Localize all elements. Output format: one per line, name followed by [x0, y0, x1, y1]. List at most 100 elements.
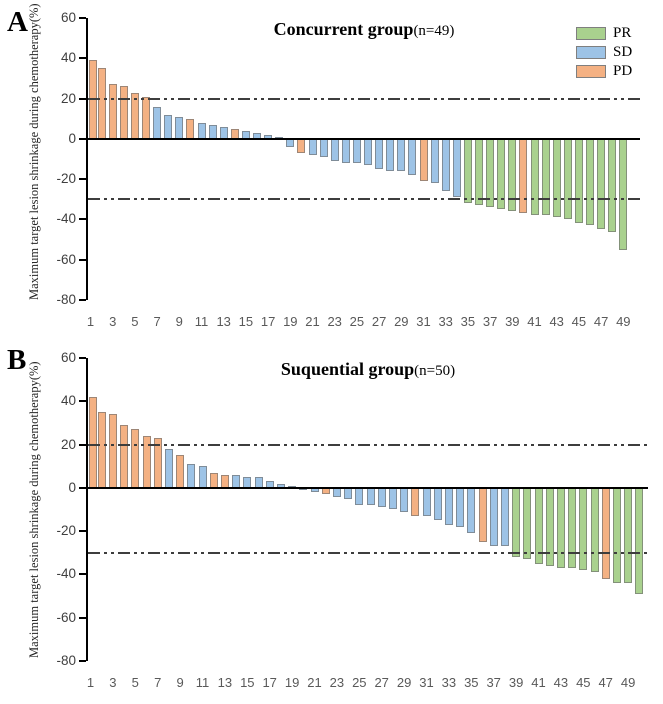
- bar-21-SD: [308, 138, 317, 155]
- bar-46-PR: [590, 487, 599, 573]
- bar-29-SD: [400, 487, 409, 512]
- x-axis-tick-label: 47: [598, 675, 613, 690]
- y-axis-tick: [79, 218, 86, 221]
- bar-12-PD: [209, 472, 218, 488]
- y-axis-tick: [79, 616, 86, 619]
- bar-46-PR: [586, 138, 594, 226]
- legend-swatch-pr: [576, 27, 606, 40]
- legend: PR SD PD: [576, 24, 632, 81]
- bar-22-SD: [319, 138, 328, 157]
- chart-title-concurrent: Concurrent group(n=49): [88, 19, 640, 40]
- bar-7-SD: [153, 106, 162, 139]
- bar-36-PR: [475, 138, 483, 206]
- zero-axis-line: [88, 486, 648, 489]
- bar-40-PR: [523, 487, 532, 560]
- x-axis-tick-label: 17: [262, 675, 277, 690]
- y-axis-tick: [79, 357, 86, 359]
- x-axis-tick-label: 49: [616, 314, 631, 329]
- bar-2-PD: [97, 412, 106, 488]
- bar-50-PR: [635, 487, 644, 594]
- bar-5-PD: [131, 429, 140, 488]
- bar-4-PD: [119, 86, 128, 139]
- x-axis-tick-label: 13: [217, 675, 233, 690]
- y-axis-tick-label: -60: [56, 251, 76, 267]
- x-axis-tick-label: 5: [131, 314, 139, 329]
- x-axis-tick-label: 23: [327, 314, 342, 329]
- x-axis-tick-label: 17: [260, 314, 276, 329]
- bar-39-PR: [512, 487, 521, 558]
- y-axis-tick-label: -20: [56, 171, 76, 187]
- bar-49-PR: [619, 138, 628, 250]
- bar-47-PR: [597, 138, 606, 230]
- y-axis-label-b: Maximum target lesion shrinkage during c…: [27, 361, 41, 658]
- bar-37-PR: [486, 138, 495, 208]
- bar-28-SD: [386, 138, 395, 172]
- bar-3-PD: [108, 414, 117, 488]
- x-axis-tick-label: 25: [352, 675, 367, 690]
- y-axis-tick: [79, 17, 86, 19]
- bar-33-SD: [441, 138, 450, 192]
- y-axis-tick: [79, 97, 86, 100]
- x-axis-tick-label: 33: [441, 675, 457, 690]
- bar-4-PD: [120, 425, 129, 488]
- bar-37-SD: [489, 487, 498, 547]
- legend-label-sd: SD: [613, 44, 633, 60]
- y-axis-tick-label: -80: [56, 653, 76, 668]
- bar-29-SD: [397, 138, 406, 172]
- y-axis-tick-label: -40: [56, 566, 76, 582]
- legend-label-pd: PD: [613, 63, 633, 79]
- bar-2-PD: [97, 68, 106, 139]
- bar-35-SD: [467, 487, 476, 534]
- x-axis-tick-label: 21: [305, 314, 320, 329]
- panel-b-letter: B: [7, 344, 27, 376]
- bar-43-PR: [552, 138, 561, 218]
- y-axis-tick-label: -20: [56, 523, 76, 539]
- y-axis-tick: [79, 57, 86, 60]
- x-axis-tick-label: 31: [416, 314, 431, 329]
- bar-31-PD: [419, 138, 428, 182]
- x-axis-tick-label: 39: [508, 675, 524, 690]
- x-axis-tick-label: 31: [419, 675, 434, 690]
- bar-33-SD: [444, 487, 453, 525]
- y-axis-tick: [79, 400, 86, 403]
- legend-item-pd: PD: [576, 62, 632, 81]
- bar-10-SD: [187, 464, 196, 488]
- y-axis-tick: [79, 443, 86, 446]
- bar-20-PD: [297, 138, 306, 153]
- bar-30-PD: [411, 487, 420, 516]
- x-axis-tick-label: 39: [505, 314, 520, 329]
- bar-36-PD: [478, 487, 487, 542]
- x-axis-tick-label: 37: [486, 675, 501, 690]
- bar-26-SD: [364, 138, 372, 166]
- bar-24-SD: [344, 487, 353, 499]
- waterfall-plot-concurrent: Concurrent group(n=49) 60 40 20 0 -20 -40 -60 -…: [56, 10, 640, 329]
- x-axis-tick-label: 25: [349, 314, 365, 329]
- panel-a-letter: A: [7, 6, 28, 38]
- y-axis-tick: [79, 137, 86, 140]
- y-axis-tick-label: 20: [60, 436, 76, 452]
- y-axis-line: [86, 358, 88, 661]
- x-axis-tick-label: 47: [593, 314, 609, 329]
- y-axis-line: [86, 18, 88, 300]
- bar-23-SD: [330, 138, 339, 161]
- bar-34-SD: [456, 487, 465, 527]
- x-axis-tick-label: 9: [175, 314, 183, 329]
- bar-27-SD: [377, 487, 386, 508]
- x-axis-tick-label: 27: [371, 314, 387, 329]
- bar-19-SD: [286, 138, 295, 147]
- x-axis-tick-label: 41: [527, 314, 542, 329]
- bar-42-PR: [541, 138, 550, 216]
- x-axis-tick-label: 45: [571, 314, 587, 329]
- bar-9-SD: [175, 116, 184, 139]
- bar-38-SD: [500, 487, 509, 547]
- waterfall-plot-sequential: Suquential group(n=50) 60 40 20 0 -20 -40 -60 -…: [56, 350, 648, 690]
- y-axis-tick-label: 60: [60, 10, 76, 25]
- x-axis-tick-label: 35: [460, 314, 476, 329]
- x-axis-tick-label: 43: [549, 314, 564, 329]
- bar-44-PR: [563, 138, 572, 220]
- y-axis-label-a: Maximum target lesion shrinkage during c…: [27, 3, 41, 300]
- reference-line-at-20: [88, 443, 648, 446]
- bar-28-SD: [388, 487, 397, 510]
- legend-swatch-sd: [576, 46, 606, 59]
